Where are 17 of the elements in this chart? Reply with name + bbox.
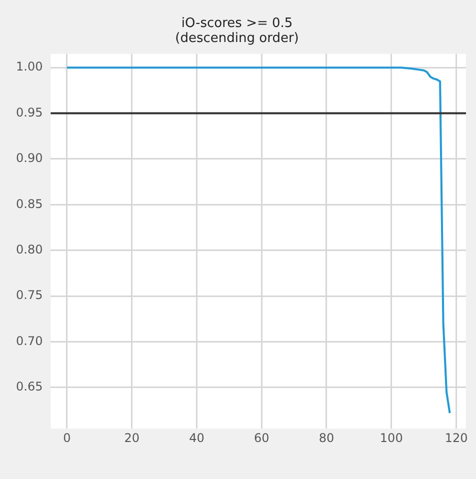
y-tick-label: 0.65	[16, 380, 43, 394]
y-tick-label: 0.85	[16, 196, 43, 211]
y-tick-label: 0.70	[16, 334, 43, 348]
y-tick-label: 0.95	[16, 105, 43, 120]
text: (descending order)	[175, 30, 299, 46]
x-tick-label: 40	[189, 430, 204, 445]
y-tick-label: 0.80	[16, 242, 43, 257]
x-tick-label: 0	[63, 430, 71, 445]
x-tick-label: 120	[444, 430, 468, 445]
text: iO-scores >= 0.5	[181, 16, 293, 31]
x-tick-label: 20	[124, 430, 140, 445]
y-tick-label: 1.00	[16, 60, 43, 74]
x-tick-label: 100	[380, 430, 403, 445]
y-tick-label: 0.75	[16, 288, 43, 302]
y-tick-label: 0.90	[16, 151, 43, 166]
x-tick-label: 80	[318, 430, 334, 445]
x-tick-label: 60	[254, 430, 270, 445]
